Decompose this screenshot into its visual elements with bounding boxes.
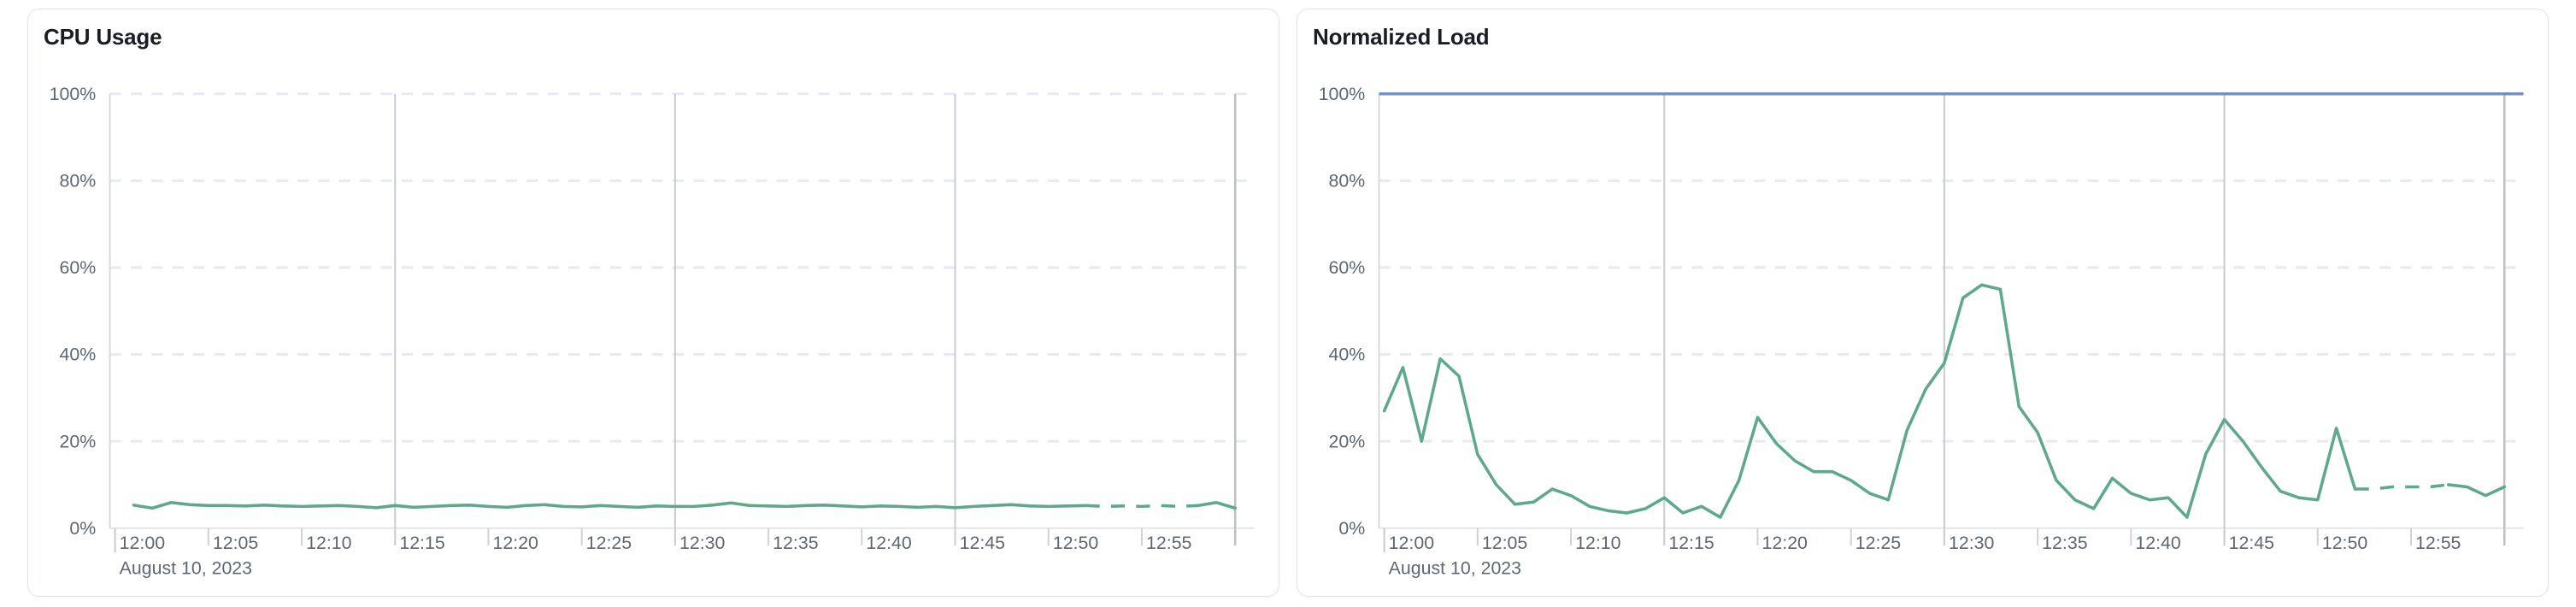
cpu-usage-chart-card: CPU Usage 0% 20% 40% 60% 80% 100% 12:00 12:05 12… bbox=[27, 9, 1279, 597]
svg-text:12:00: 12:00 bbox=[1389, 533, 1435, 553]
svg-text:August 10, 2023: August 10, 2023 bbox=[120, 558, 252, 579]
svg-text:12:40: 12:40 bbox=[866, 533, 912, 553]
svg-text:60%: 60% bbox=[60, 257, 97, 278]
svg-text:12:10: 12:10 bbox=[1575, 533, 1621, 553]
svg-text:0%: 0% bbox=[69, 518, 96, 539]
svg-text:20%: 20% bbox=[60, 431, 97, 451]
svg-text:40%: 40% bbox=[60, 345, 97, 365]
svg-text:100%: 100% bbox=[1319, 84, 1366, 104]
svg-text:80%: 80% bbox=[60, 170, 97, 191]
svg-text:12:55: 12:55 bbox=[1146, 533, 1191, 553]
svg-text:0%: 0% bbox=[1338, 518, 1365, 539]
svg-text:12:55: 12:55 bbox=[2415, 533, 2461, 553]
svg-text:12:30: 12:30 bbox=[679, 533, 726, 553]
svg-text:12:25: 12:25 bbox=[1856, 533, 1901, 553]
svg-text:12:30: 12:30 bbox=[1949, 533, 1995, 553]
svg-text:12:20: 12:20 bbox=[493, 533, 539, 553]
svg-text:12:45: 12:45 bbox=[960, 533, 1005, 553]
svg-text:12:50: 12:50 bbox=[2322, 533, 2368, 553]
svg-text:12:25: 12:25 bbox=[586, 533, 632, 553]
svg-text:12:15: 12:15 bbox=[399, 533, 444, 553]
normalized-load-chart-title: Normalized Load bbox=[1313, 24, 1490, 50]
svg-text:12:15: 12:15 bbox=[1668, 533, 1714, 553]
svg-text:80%: 80% bbox=[1329, 170, 1366, 191]
svg-text:12:10: 12:10 bbox=[306, 533, 352, 553]
svg-text:40%: 40% bbox=[1329, 345, 1366, 365]
normalized-load-chart-card: Normalized Load 0% 20% 40% 60% 80% 100% 12:00 1… bbox=[1297, 9, 2549, 597]
svg-text:12:20: 12:20 bbox=[1762, 533, 1808, 553]
svg-text:100%: 100% bbox=[50, 84, 97, 104]
svg-text:60%: 60% bbox=[1329, 257, 1366, 278]
svg-text:12:40: 12:40 bbox=[2135, 533, 2181, 553]
cpu-usage-chart-title: CPU Usage bbox=[44, 24, 162, 50]
svg-text:12:35: 12:35 bbox=[773, 533, 818, 553]
svg-text:12:35: 12:35 bbox=[2042, 533, 2087, 553]
svg-text:12:00: 12:00 bbox=[120, 533, 166, 553]
svg-text:August 10, 2023: August 10, 2023 bbox=[1389, 558, 1521, 579]
svg-text:12:05: 12:05 bbox=[1482, 533, 1527, 553]
svg-text:12:50: 12:50 bbox=[1053, 533, 1099, 553]
svg-text:20%: 20% bbox=[1329, 431, 1366, 451]
cpu-usage-line-chart[interactable]: 0% 20% 40% 60% 80% 100% 12:00 12:05 12:10 12:15 12… bbox=[28, 52, 1279, 591]
svg-text:12:45: 12:45 bbox=[2229, 533, 2274, 553]
svg-text:12:05: 12:05 bbox=[213, 533, 258, 553]
normalized-load-line-chart[interactable]: 0% 20% 40% 60% 80% 100% 12:00 12:05 12:10 12:15 12… bbox=[1297, 52, 2548, 591]
